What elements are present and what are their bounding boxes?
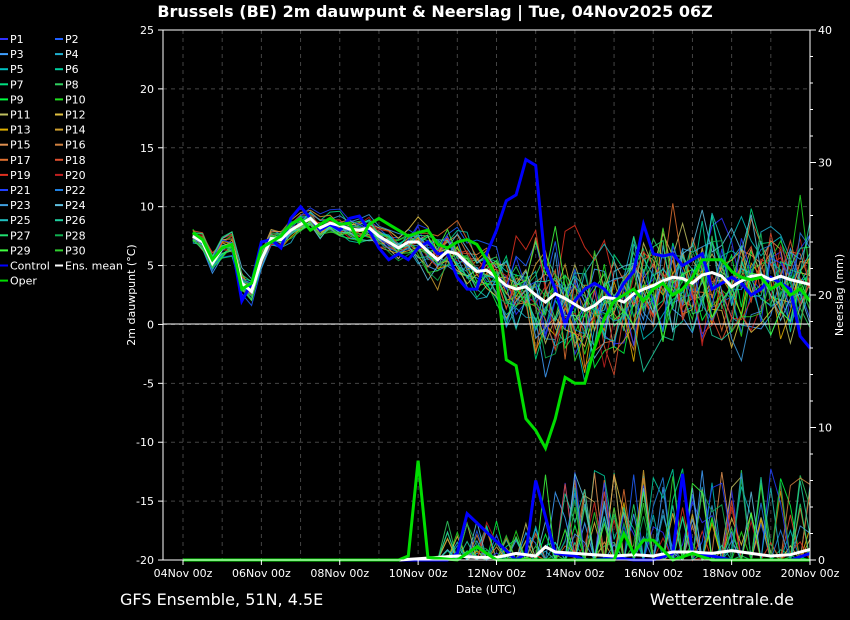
member-line-p24: [192, 209, 811, 360]
y2-tick-label: 0: [818, 554, 825, 567]
y-tick-label: 10: [140, 201, 154, 214]
legend-label: P16: [65, 139, 86, 152]
member-line-p30: [192, 224, 811, 362]
ensemble-members: [192, 194, 811, 382]
x-axis-ticks: 04Nov 00z 06Nov 00z 08Nov 00z 10Nov 00z 12No…: [154, 560, 840, 580]
legend-label: P5: [10, 63, 24, 76]
precip-ens-mean: [183, 544, 811, 562]
x-axis-label: Date (UTC): [456, 583, 516, 596]
legend-label: P12: [65, 109, 86, 122]
legend-label: P20: [65, 169, 86, 182]
legend-label: Control: [10, 260, 50, 273]
member-line-p25: [192, 212, 811, 333]
legend-label: P15: [10, 139, 31, 152]
x-tick-label: 20Nov 00z: [781, 567, 840, 580]
y-tick-label: 20: [140, 83, 154, 96]
legend-label: P19: [10, 169, 31, 182]
x-tick-label: 12Nov 00z: [467, 567, 526, 580]
y2-axis-ticks: 0 10 20 30 40: [810, 24, 832, 567]
legend-label: P21: [10, 184, 31, 197]
legend-label: P25: [10, 214, 31, 227]
legend-label: P10: [65, 93, 86, 106]
legend-label: P22: [65, 184, 86, 197]
y-tick-label: 5: [147, 260, 154, 273]
x-tick-label: 04Nov 00z: [154, 567, 213, 580]
legend-label: P13: [10, 124, 31, 137]
legend-label: P4: [65, 48, 79, 61]
x-tick-label: 10Nov 00z: [389, 567, 448, 580]
legend-label: P3: [10, 48, 24, 61]
legend-label: P1: [10, 33, 24, 46]
legend-label: P2: [65, 33, 79, 46]
x-tick-label: 16Nov 00z: [624, 567, 683, 580]
legend-label: P26: [65, 214, 86, 227]
legend-label: P6: [65, 63, 79, 76]
footer-model: GFS Ensemble, 51N, 4.5E: [120, 590, 323, 609]
legend-label: P14: [65, 124, 86, 137]
series-oper: [191, 216, 812, 452]
y2-tick-label: 10: [818, 422, 832, 435]
y-tick-label: -5: [143, 377, 154, 390]
legend-label: P29: [10, 244, 31, 257]
y2-tick-label: 40: [818, 24, 832, 37]
footer-source: Wetterzentrale.de: [650, 590, 794, 609]
y-axis-ticks: -20 -15 -10 -5 0 5 10 15 20 25: [136, 24, 163, 567]
legend-label: P30: [65, 244, 86, 257]
legend-label: P24: [65, 199, 86, 212]
x-tick-label: 06Nov 00z: [232, 567, 291, 580]
chart-title: Brussels (BE) 2m dauwpunt & Neerslag | T…: [157, 2, 712, 22]
y2-tick-label: 20: [818, 289, 832, 302]
y-tick-label: 0: [147, 318, 154, 331]
x-tick-label: 08Nov 00z: [310, 567, 369, 580]
legend-label: P27: [10, 229, 31, 242]
legend-label: Ens. mean: [65, 260, 123, 273]
legend-label: P18: [65, 154, 86, 167]
y-tick-label: 25: [140, 24, 154, 37]
legend-label: P7: [10, 78, 24, 91]
legend-label: P23: [10, 199, 31, 212]
legend-label: Oper: [10, 275, 37, 288]
legend-label: P28: [65, 229, 86, 242]
legend-label: P8: [65, 78, 79, 91]
x-tick-label: 14Nov 00z: [546, 567, 605, 580]
legend-label: P17: [10, 154, 31, 167]
legend-label: P11: [10, 109, 31, 122]
y-tick-label: -10: [136, 436, 154, 449]
y-tick-label: 15: [140, 142, 154, 155]
y-axis-label: 2m dauwpunt (°C): [125, 244, 138, 345]
legend: P1 P2 P3 P4 P5 P6 P7 P8 P9 P10 P11 P12 P13 P14 P15 P16 P…: [0, 33, 123, 288]
highlight-series: [183, 157, 812, 562]
y2-axis-label: Neerslag (mm): [833, 254, 846, 336]
series-control: [192, 157, 812, 349]
series-ens-mean: [192, 216, 811, 313]
x-tick-label: 18Nov 00z: [702, 567, 761, 580]
legend-label: P9: [10, 93, 24, 106]
y-tick-label: -20: [136, 554, 154, 567]
y-tick-label: -15: [136, 495, 154, 508]
y2-tick-label: 30: [818, 157, 832, 170]
